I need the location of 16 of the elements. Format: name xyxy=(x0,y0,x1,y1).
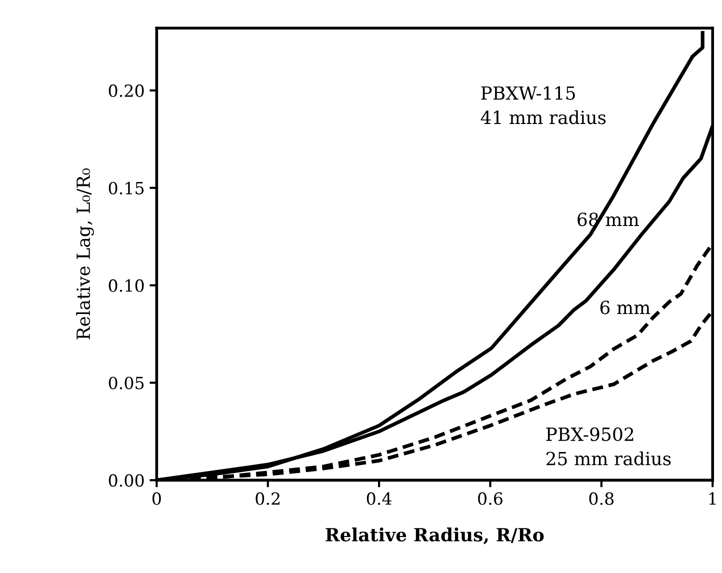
x-tick-label: 1 xyxy=(709,492,716,505)
y-tick-label: 0.05 xyxy=(108,376,144,390)
x-axis-title: Relative Radius, R/Ro xyxy=(326,528,544,544)
x-tick-label: 0.4 xyxy=(366,492,392,505)
text: PBXW-115 41 mm radius xyxy=(480,86,606,124)
x-tick-label: 0.2 xyxy=(256,492,280,505)
y-tick-label: 0.20 xyxy=(108,84,144,98)
y-tick-label: 0.15 xyxy=(108,182,144,194)
series-label: PBX-9502 25 mm radius xyxy=(546,427,671,466)
x-tick-label: 0.8 xyxy=(589,492,614,505)
y-tick-label: 0.00 xyxy=(108,474,144,487)
series-label: 6 mm xyxy=(600,300,650,314)
y-axis-title: Relative Lag, L₀/R₀ xyxy=(76,168,94,340)
y-tick-label: 0.10 xyxy=(108,279,144,292)
x-tick-label: 0.6 xyxy=(478,492,502,505)
x-tick-label: 0 xyxy=(152,492,161,505)
